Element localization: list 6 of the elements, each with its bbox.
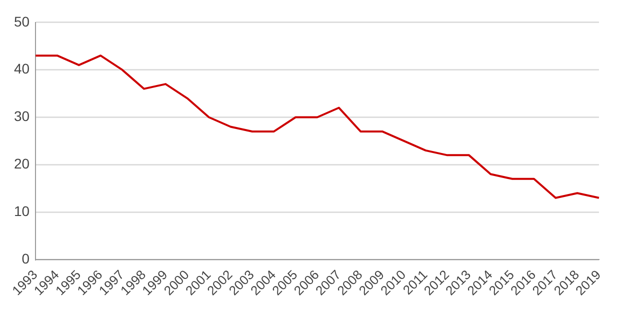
y-tick-label: 50 <box>14 13 30 30</box>
y-tick-label: 40 <box>14 60 30 77</box>
y-tick-label: 30 <box>14 108 30 124</box>
y-tick-label: 20 <box>14 156 30 172</box>
y-tick-label: 10 <box>14 202 30 219</box>
y-tick-label: 0 <box>22 250 30 266</box>
